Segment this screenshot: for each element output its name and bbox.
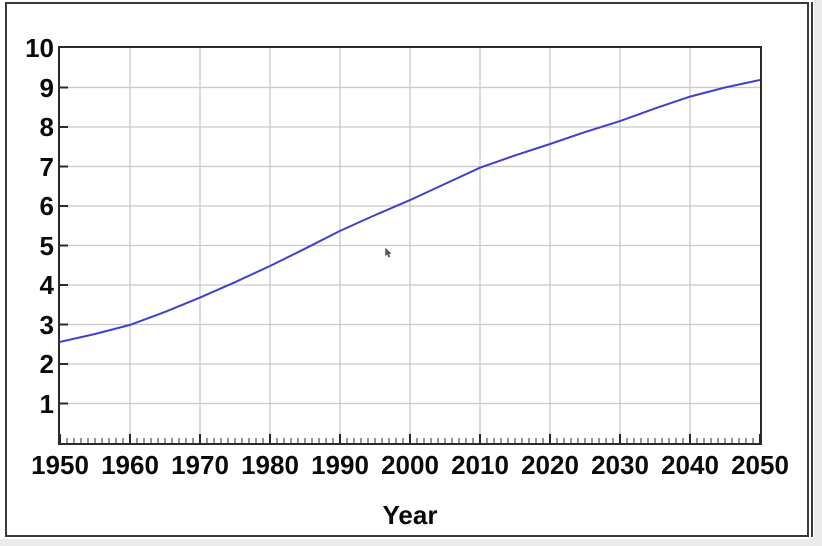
window-right-edge [814,0,822,546]
window-bottom-edge [0,539,822,546]
population-line-chart [60,48,760,443]
window-outer-border-line [811,2,813,537]
mouse-cursor-artifact [385,248,392,258]
plot-area [58,46,762,445]
population-series-line [60,79,760,343]
x-axis-title: Year [382,500,438,530]
